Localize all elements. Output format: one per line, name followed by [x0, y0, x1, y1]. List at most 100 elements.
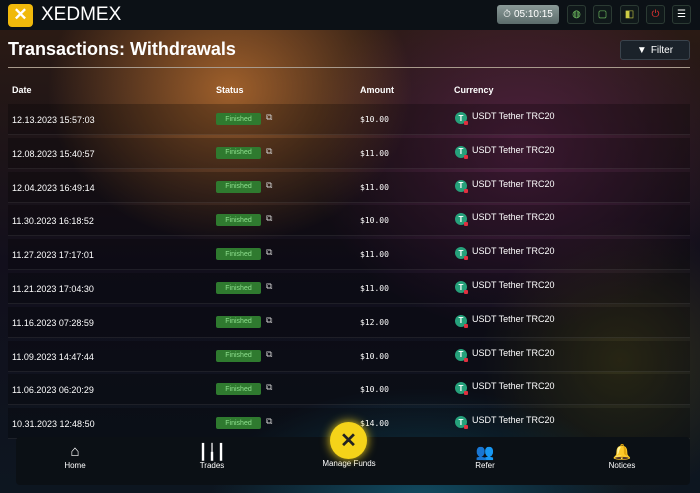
wallet-icon[interactable]: ◧	[620, 5, 639, 24]
logo-icon[interactable]: ✕	[8, 3, 33, 27]
power-icon[interactable]: ⏻	[646, 5, 665, 24]
nav-trades[interactable]: ┃╽┃ Trades	[172, 443, 252, 470]
chat-icon[interactable]: ▢	[593, 5, 612, 24]
nav-trades-label: Trades	[199, 461, 225, 470]
globe-icon[interactable]: ◍	[567, 5, 586, 24]
row-date: 11.16.2023 07:28:59	[12, 317, 94, 328]
x-logo-icon: ✕	[340, 430, 357, 452]
row-currency: USDT Tether TRC20	[472, 347, 555, 358]
tether-icon: T	[455, 416, 468, 430]
tether-icon: T	[455, 112, 468, 125]
nav-refer-label: Refer	[475, 461, 495, 470]
tether-icon: T	[455, 145, 468, 159]
row-currency: USDT Tether TRC20	[472, 313, 555, 324]
row-currency: USDT Tether TRC20	[472, 381, 555, 392]
nav-refer[interactable]: 👥 Refer	[445, 443, 525, 470]
table-row[interactable]: 12.04.2023 16:49:14 Finished ⧉ $11.00 T …	[8, 171, 690, 203]
column-header-status[interactable]: Status	[216, 85, 244, 95]
row-date: 11.21.2023 17:04:30	[12, 284, 94, 294]
nav-home[interactable]: ⌂ Home	[35, 443, 115, 470]
row-currency: USDT Tether TRC20	[472, 178, 555, 189]
nav-manage-label: Manage Funds	[322, 459, 376, 468]
row-amount: $10.00	[360, 351, 389, 361]
column-header-amount[interactable]: Amount	[360, 85, 394, 95]
tether-icon: T	[455, 179, 468, 193]
row-date: 12.13.2023 15:57:03	[12, 115, 95, 125]
row-currency: USDT Tether TRC20	[472, 415, 555, 426]
row-amount: $11.00	[360, 148, 389, 158]
stopwatch-icon: ⏱	[503, 9, 511, 20]
external-link-icon[interactable]: ⧉	[266, 145, 273, 156]
row-amount: $10.00	[360, 216, 389, 226]
manage-funds-button[interactable]: ✕	[330, 422, 367, 459]
status-badge: Finished	[216, 248, 261, 261]
home-icon: ⌂	[70, 443, 80, 460]
row-amount: $10.00	[360, 385, 389, 395]
table-row[interactable]: 11.16.2023 07:28:59 Finished ⧉ $12.00 T …	[8, 306, 690, 338]
external-link-icon[interactable]: ⧉	[266, 416, 273, 427]
table-row[interactable]: 11.27.2023 17:17:01 Finished ⧉ $11.00 T …	[8, 239, 690, 271]
table-row[interactable]: 11.09.2023 14:47:44 Finished ⧉ $10.00 T …	[8, 340, 690, 372]
row-date: 10.31.2023 12:48:50	[12, 419, 95, 430]
table-row[interactable]: 11.06.2023 06:20:29 Finished ⧉ $10.00 T …	[8, 374, 690, 406]
row-amount: $10.00	[360, 115, 389, 124]
nav-manage-funds[interactable]: Manage Funds	[309, 459, 389, 468]
row-amount: $14.00	[360, 419, 389, 429]
candlestick-icon: ┃╽┃	[198, 444, 226, 461]
top-bar: ✕ XEDMEX ⏱ 05:10:15 ◍ ▢ ◧ ⏻ ☰	[0, 0, 700, 30]
status-badge: Finished	[216, 214, 261, 227]
tether-icon: T	[455, 281, 468, 294]
row-date: 11.30.2023 16:18:52	[12, 216, 94, 227]
column-header-date[interactable]: Date	[12, 85, 32, 95]
external-link-icon[interactable]: ⧉	[266, 179, 273, 190]
clock-time: 05:10:15	[513, 9, 553, 20]
status-badge: Finished	[216, 349, 261, 362]
row-currency: USDT Tether TRC20	[472, 280, 555, 290]
nav-notices[interactable]: 🔔 Notices	[582, 443, 662, 470]
row-amount: $11.00	[360, 250, 389, 260]
table-row[interactable]: 11.30.2023 16:18:52 Finished ⧉ $10.00 T …	[8, 205, 690, 237]
filter-icon: ▼	[636, 44, 647, 56]
external-link-icon[interactable]: ⧉	[266, 348, 273, 359]
table-row[interactable]: 12.08.2023 15:40:57 Finished ⧉ $11.00 T …	[8, 137, 690, 169]
external-link-icon[interactable]: ⧉	[266, 382, 273, 393]
tether-icon: T	[455, 314, 468, 328]
background	[0, 30, 700, 493]
nav-home-label: Home	[64, 461, 86, 470]
row-amount: $12.00	[360, 317, 389, 327]
column-header-currency[interactable]: Currency	[454, 85, 494, 95]
row-date: 12.08.2023 15:40:57	[12, 148, 95, 159]
status-badge: Finished	[216, 417, 261, 430]
nav-notices-label: Notices	[608, 461, 636, 470]
row-amount: $11.00	[360, 182, 389, 192]
table-row[interactable]: 11.21.2023 17:04:30 Finished ⧉ $11.00 T …	[8, 273, 690, 304]
external-link-icon[interactable]: ⧉	[266, 112, 273, 122]
row-date: 11.27.2023 17:17:01	[12, 250, 94, 261]
tether-icon: T	[455, 213, 468, 227]
table-row[interactable]: 12.13.2023 15:57:03 Finished ⧉ $10.00 T …	[8, 104, 690, 135]
status-badge: Finished	[216, 146, 261, 159]
filter-label: Filter	[650, 44, 674, 56]
row-amount: $11.00	[360, 284, 389, 293]
status-badge: Finished	[216, 180, 261, 193]
external-link-icon[interactable]: ⧉	[266, 281, 273, 291]
row-date: 11.09.2023 14:47:44	[12, 351, 94, 362]
brand-name: XEDMEX	[41, 4, 122, 25]
row-currency: USDT Tether TRC20	[472, 212, 555, 223]
menu-icon[interactable]: ☰	[672, 5, 691, 24]
tether-icon: T	[455, 348, 468, 362]
external-link-icon[interactable]: ⧉	[266, 314, 273, 325]
clock: ⏱ 05:10:15	[497, 5, 559, 24]
status-badge: Finished	[216, 315, 261, 328]
tether-icon: T	[455, 247, 468, 261]
row-currency: USDT Tether TRC20	[472, 246, 555, 257]
row-date: 11.06.2023 06:20:29	[12, 385, 94, 396]
filter-button[interactable]: ▼ Filter	[620, 40, 690, 60]
external-link-icon[interactable]: ⧉	[266, 247, 273, 258]
external-link-icon[interactable]: ⧉	[266, 213, 273, 224]
page-title: Transactions: Withdrawals	[8, 39, 236, 59]
status-badge: Finished	[216, 282, 261, 294]
divider	[8, 67, 690, 68]
status-badge: Finished	[216, 383, 261, 396]
row-date: 12.04.2023 16:49:14	[12, 182, 95, 193]
